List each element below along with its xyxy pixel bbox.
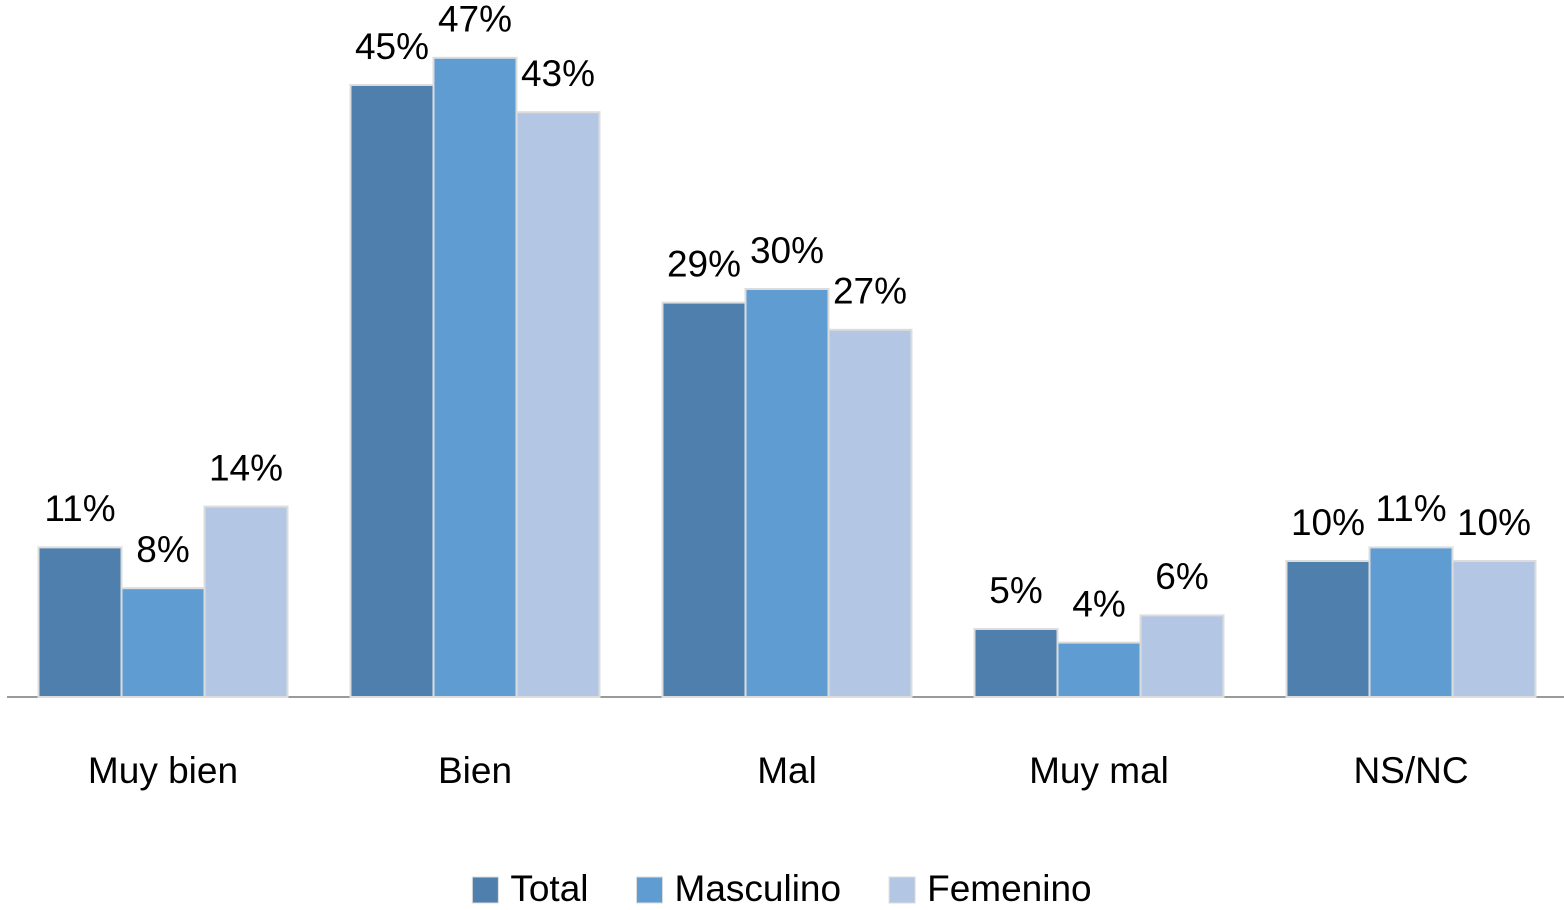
bar (661, 301, 747, 698)
x-tick-label: NS/NC (1353, 750, 1468, 791)
bar (203, 505, 289, 698)
legend-label: Masculino (675, 868, 842, 909)
data-label: 43% (521, 53, 595, 94)
x-tick-label: Muy bien (88, 750, 238, 791)
legend-swatch (636, 876, 664, 904)
data-label: 11% (44, 488, 115, 529)
bar (349, 84, 435, 698)
bar (120, 587, 206, 699)
bar (1368, 546, 1454, 699)
x-tick-label: Muy mal (1029, 750, 1169, 791)
data-label: 45% (355, 26, 429, 67)
x-tick-label: Bien (438, 750, 512, 791)
bar (1285, 560, 1371, 698)
bar (1139, 614, 1225, 699)
data-label: 14% (209, 447, 283, 488)
legend-swatch (471, 876, 499, 904)
data-label: 29% (667, 243, 741, 284)
data-label: 10% (1291, 502, 1365, 543)
bar (37, 546, 123, 699)
data-label: 8% (136, 529, 189, 570)
bar (827, 328, 913, 698)
bar (744, 288, 830, 698)
data-label: 10% (1457, 502, 1531, 543)
data-label: 27% (833, 271, 907, 312)
data-label: 47% (438, 0, 512, 40)
data-label: 30% (750, 230, 824, 271)
x-tick-label: Mal (757, 750, 817, 791)
bar (515, 111, 601, 698)
legend-label: Total (510, 868, 588, 909)
bar (973, 628, 1059, 698)
data-label: 4% (1072, 583, 1125, 624)
data-label: 6% (1155, 556, 1208, 597)
data-label: 5% (989, 570, 1042, 611)
bar (432, 56, 518, 699)
legend-swatch (888, 876, 916, 904)
data-label: 11% (1375, 488, 1446, 529)
bar (1451, 560, 1537, 698)
bar (1056, 641, 1142, 698)
legend-label: Femenino (927, 868, 1092, 909)
